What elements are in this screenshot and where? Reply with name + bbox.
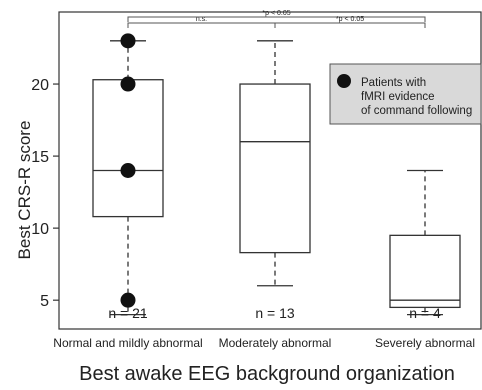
n-label: n = 21 xyxy=(108,305,148,321)
significance-bracket xyxy=(127,16,426,22)
significance-label: *p < 0.05 xyxy=(262,10,290,17)
box-iqr xyxy=(389,234,461,309)
legend: Patients with fMRI evidence of command fol… xyxy=(329,63,482,125)
legend-label: fMRI evidence xyxy=(361,91,435,103)
y-tick-label: 5 xyxy=(40,293,49,310)
x-axis-label: Best awake EEG background organization xyxy=(79,363,455,385)
y-tick-label: 15 xyxy=(31,149,49,166)
significance-label: *p < 0.05 xyxy=(336,16,364,23)
fmri-point xyxy=(120,76,136,92)
category-label: Moderately abnormal xyxy=(219,336,332,350)
fmri-point xyxy=(120,163,136,178)
y-tick-label: 20 xyxy=(31,77,49,94)
fmri-point xyxy=(120,292,136,308)
legend-label: of command following xyxy=(361,105,472,117)
fmri-point xyxy=(120,33,136,49)
legend-box xyxy=(329,63,482,125)
category-label: Normal and mildly abnormal xyxy=(53,336,202,350)
category-label: Severely abnormal xyxy=(375,336,475,350)
boxes: n = 21 Normal and mildly abnormal n = 13 Mo… xyxy=(53,40,475,350)
box-iqr xyxy=(239,83,311,254)
legend-marker xyxy=(337,74,351,88)
axes: 5 10 15 20 xyxy=(31,11,482,330)
box-iqr xyxy=(92,79,164,218)
n-label: n = 4 xyxy=(409,305,441,321)
significance-bracket xyxy=(127,22,276,28)
significance-label: n.s. xyxy=(196,16,207,23)
significance-bracket xyxy=(274,22,426,28)
significance-brackets: n.s. *p < 0.05 *p < 0.05 xyxy=(127,10,426,28)
highlight-points xyxy=(120,33,136,308)
y-tick-label: 10 xyxy=(31,221,49,238)
n-label: n = 13 xyxy=(255,305,295,321)
legend-label: Patients with xyxy=(361,77,426,89)
y-axis-label: Best CRS-R score xyxy=(15,121,34,260)
plot-frame xyxy=(58,11,482,330)
